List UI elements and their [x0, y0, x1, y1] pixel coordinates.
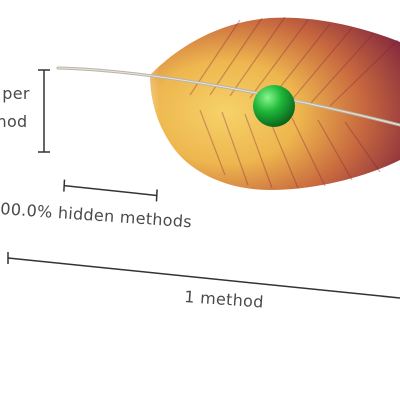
- feather-illustration: [56, 10, 400, 200]
- vertical-scale-bar: [38, 69, 50, 153]
- hidden-methods-label: 00.0% hidden methods: [0, 199, 193, 231]
- green-sphere-icon[interactable]: [253, 85, 295, 127]
- vertical-scale-label-line1: per: [2, 84, 30, 103]
- hidden-methods-scale-bar: [63, 179, 158, 202]
- vertical-scale-label-line2: hod: [0, 112, 28, 131]
- total-method-scale-bar: [7, 252, 400, 299]
- total-method-label: 1 method: [184, 287, 265, 311]
